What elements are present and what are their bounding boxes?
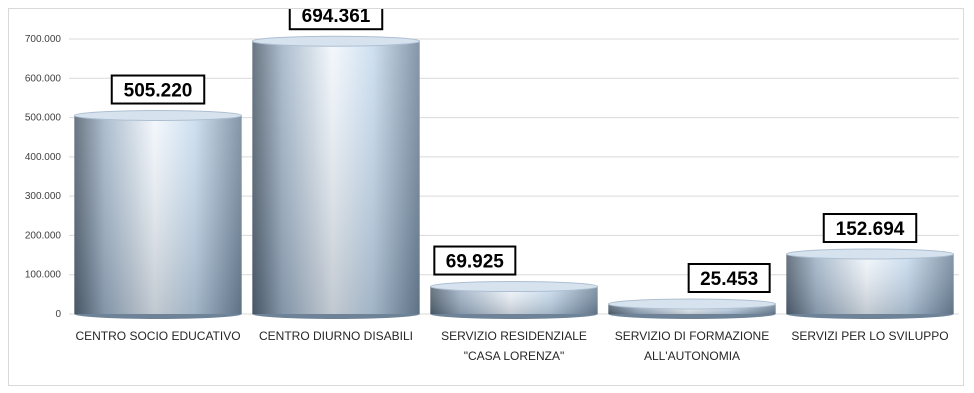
data-label-text: 694.361 (302, 9, 371, 27)
category-label: SERVIZI PER LO SVILUPPO (791, 329, 948, 343)
y-tick-label: 700.000 (25, 34, 62, 45)
data-label: 69.925 (433, 245, 517, 276)
data-label: 25.453 (687, 263, 771, 294)
category-label: CENTRO SOCIO EDUCATIVO (75, 329, 240, 343)
y-tick-label: 200.000 (25, 230, 62, 241)
data-label-text: 25.453 (700, 269, 758, 290)
bar-chart: 0 100.000 200.000 300.000 400.000 500.000 600.… (25, 9, 959, 363)
data-label-box (433, 245, 517, 276)
bar (429, 281, 599, 319)
data-label: 505.220 (110, 74, 206, 105)
y-tick-label: 600.000 (25, 73, 62, 84)
bar (251, 35, 421, 319)
bar-top (429, 281, 599, 293)
bar (607, 298, 777, 319)
bar-shade (252, 41, 420, 314)
data-label: 152.694 (822, 213, 918, 244)
data-label-box (288, 9, 384, 31)
data-label: 694.361 (288, 9, 384, 31)
y-tick-label: 100.000 (25, 270, 62, 281)
bar-top (785, 248, 955, 260)
y-tick-label: 500.000 (25, 113, 62, 124)
data-label-text: 505.220 (124, 81, 193, 102)
y-tick-label: 0 (55, 309, 61, 320)
chart-container: 0 100.000 200.000 300.000 400.000 500.000 600.… (8, 8, 964, 386)
bar-top (251, 35, 421, 47)
y-tick-label: 400.000 (25, 152, 62, 163)
bar-shade (74, 115, 242, 314)
data-label-box (822, 213, 918, 244)
data-label-text: 152.694 (836, 219, 905, 240)
category-label: CENTRO DIURNO DISABILI (259, 329, 413, 343)
category-label: SERVIZIO DI FORMAZIONE ALL'AUTONOMIA (615, 329, 769, 363)
data-label-box (110, 74, 206, 105)
category-label: SERVIZIO RESIDENZIALE "CASA LORENZA" (441, 329, 587, 363)
bar-shade (786, 254, 954, 314)
data-label-box (687, 263, 771, 294)
bar-top (73, 110, 243, 122)
bar (73, 110, 243, 319)
bar (785, 248, 955, 319)
y-tick-label: 300.000 (25, 191, 62, 202)
data-label-text: 69.925 (446, 252, 505, 273)
bar-top (607, 298, 777, 310)
